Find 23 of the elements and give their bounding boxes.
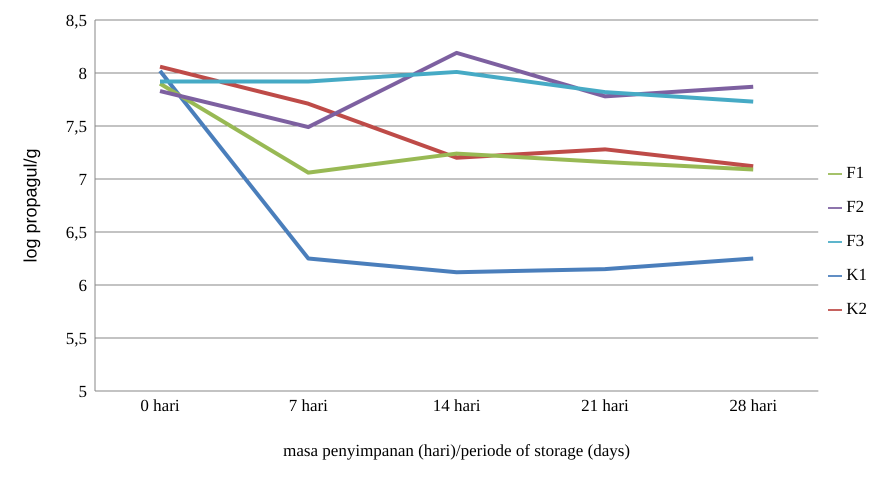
legend-label: F3	[846, 230, 864, 250]
x-tick-label: 7 hari	[288, 396, 328, 416]
line-series	[158, 70, 756, 104]
x-axis-title: masa penyimpanan (hari)/periode of storage (days)	[283, 441, 630, 460]
line-series	[158, 82, 756, 175]
x-tick-label: 14 hari	[432, 396, 481, 416]
legend-label: K1	[846, 264, 867, 284]
y-tick-label: 8,5	[66, 11, 87, 30]
y-tick-label: 7	[78, 170, 88, 190]
y-tick-label: 7,5	[66, 117, 87, 136]
y-tick-label: 5	[78, 382, 87, 402]
y-tick-label: 6	[78, 276, 87, 296]
x-tick-label: 28 hari	[729, 396, 778, 416]
x-tick-label: 0 hari	[140, 396, 180, 416]
y-tick-label: 8	[78, 64, 87, 84]
y-axis-title: log propagul/g	[20, 148, 40, 263]
x-tick-label: 21 hari	[581, 396, 630, 416]
y-tick-label: 6,5	[66, 223, 87, 242]
y-tick-label: 5,5	[66, 329, 87, 348]
legend-label: K2	[846, 298, 867, 318]
legend-label: F1	[846, 162, 864, 182]
line-series	[158, 68, 756, 274]
legend-label: F2	[846, 196, 864, 216]
